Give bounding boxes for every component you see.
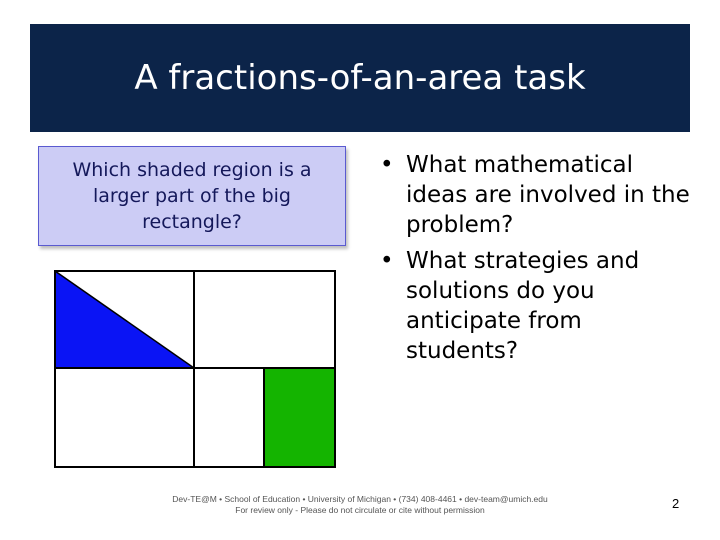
footer-line-2: For review only - Please do not circulat…	[235, 505, 485, 515]
footer: Dev-TE@M • School of Education • Univers…	[130, 494, 590, 516]
bullet-item: • What strategies and solutions do you a…	[380, 246, 700, 366]
bullet-text: What strategies and solutions do you ant…	[406, 248, 640, 364]
page-number: 2	[672, 496, 680, 511]
bullet-text: What mathematical ideas are involved in …	[406, 152, 690, 238]
bullet-marker: •	[380, 152, 394, 178]
question-text: Which shaded region is a larger part of …	[72, 159, 312, 233]
footer-line-1: Dev-TE@M • School of Education • Univers…	[172, 494, 548, 504]
triangle-diagonal	[54, 270, 195, 369]
bullet-item: • What mathematical ideas are involved i…	[380, 150, 700, 240]
bullet-marker: •	[380, 248, 394, 274]
bullet-list: • What mathematical ideas are involved i…	[380, 150, 700, 372]
big-rectangle-border	[54, 270, 336, 468]
title-bar: A fractions-of-an-area task	[30, 24, 690, 132]
green-rectangle-region	[264, 368, 335, 467]
slide-title: A fractions-of-an-area task	[134, 58, 586, 98]
fractions-figure	[54, 270, 336, 468]
question-box: Which shaded region is a larger part of …	[38, 146, 346, 246]
